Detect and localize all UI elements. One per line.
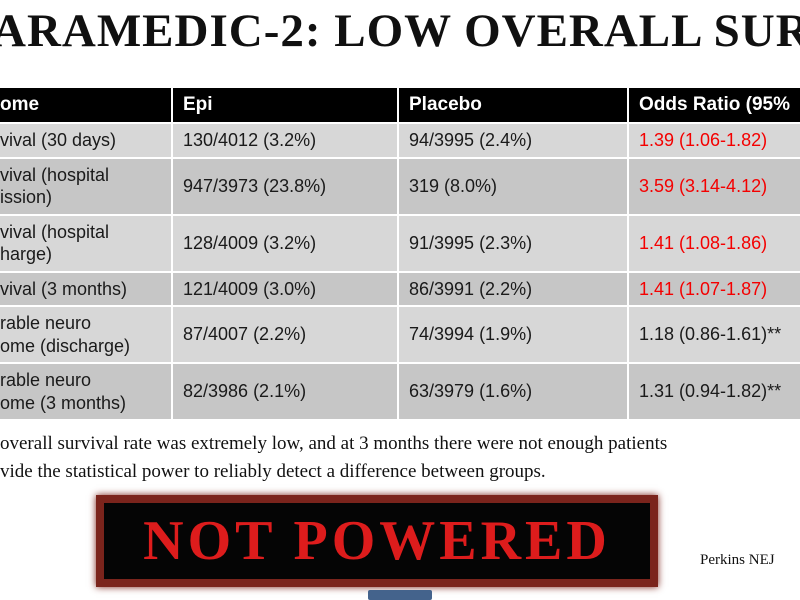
odds-ratio-cell: 1.18 (0.86-1.61)** (627, 305, 800, 363)
odds-ratio-cell: 3.59 (3.14-4.12) (627, 156, 800, 215)
table-row: vival (3 months) 121/4009 (3.0%) 86/3991… (0, 270, 800, 306)
outcome-cell: vival (30 days) (0, 122, 172, 158)
table-header-outcome: ome (0, 88, 172, 123)
placebo-cell: 63/3979 (1.6%) (397, 362, 628, 419)
note-line-2: vide the statistical power to reliably d… (0, 460, 546, 482)
note-line-1: overall survival rate was extremely low,… (0, 433, 668, 454)
placebo-cell: 86/3991 (2.2%) (397, 270, 628, 306)
table-row: vival (hospital ission) 947/3973 (23.8%)… (0, 156, 800, 215)
epi-cell: 128/4009 (3.2%) (171, 213, 398, 272)
citation: Perkins NEJ (700, 552, 775, 568)
epi-cell: 121/4009 (3.0%) (171, 270, 398, 306)
table-header-epi: Epi (171, 88, 398, 123)
outcome-cell: vival (hospital harge) (0, 213, 172, 272)
outcome-cell: vival (hospital ission) (0, 156, 172, 215)
outcomes-table: ome Epi Placebo Odds Ratio (95% vival (3… (0, 88, 800, 419)
placebo-cell: 74/3994 (1.9%) (397, 305, 628, 363)
table-header-odds-ratio: Odds Ratio (95% (627, 88, 800, 123)
placebo-cell: 94/3995 (2.4%) (397, 122, 628, 158)
epi-cell: 87/4007 (2.2%) (171, 305, 398, 363)
odds-ratio-cell: 1.39 (1.06-1.82) (627, 122, 800, 158)
summary-note: overall survival rate was extremely low,… (0, 430, 800, 485)
outcome-cell: rable neuro ome (discharge) (0, 305, 172, 363)
odds-ratio-cell: 1.31 (0.94-1.82)** (627, 362, 800, 419)
odds-ratio-cell: 1.41 (1.08-1.86) (627, 213, 800, 272)
outcome-cell: vival (3 months) (0, 270, 172, 306)
epi-cell: 82/3986 (2.1%) (171, 362, 398, 419)
placebo-cell: 91/3995 (2.3%) (397, 213, 628, 272)
not-powered-stamp: NOT POWERED (96, 495, 658, 587)
table-header-placebo: Placebo (397, 88, 628, 123)
table-row: rable neuro ome (discharge) 87/4007 (2.2… (0, 305, 800, 363)
placebo-cell: 319 (8.0%) (397, 156, 628, 215)
not-powered-label: NOT POWERED (143, 510, 611, 572)
table-row: vival (30 days) 130/4012 (3.2%) 94/3995 … (0, 122, 800, 158)
odds-ratio-cell: 1.41 (1.07-1.87) (627, 270, 800, 306)
table-row: rable neuro ome (3 months) 82/3986 (2.1%… (0, 362, 800, 419)
outcome-cell: rable neuro ome (3 months) (0, 362, 172, 419)
table-row: vival (hospital harge) 128/4009 (3.2%) 9… (0, 213, 800, 272)
epi-cell: 130/4012 (3.2%) (171, 122, 398, 158)
slide-title: ARAMEDIC-2: LOW OVERALL SURVIVAL (0, 5, 800, 57)
table-header-row: ome Epi Placebo Odds Ratio (95% (0, 88, 800, 123)
slide-progress-bar (368, 590, 432, 600)
epi-cell: 947/3973 (23.8%) (171, 156, 398, 215)
